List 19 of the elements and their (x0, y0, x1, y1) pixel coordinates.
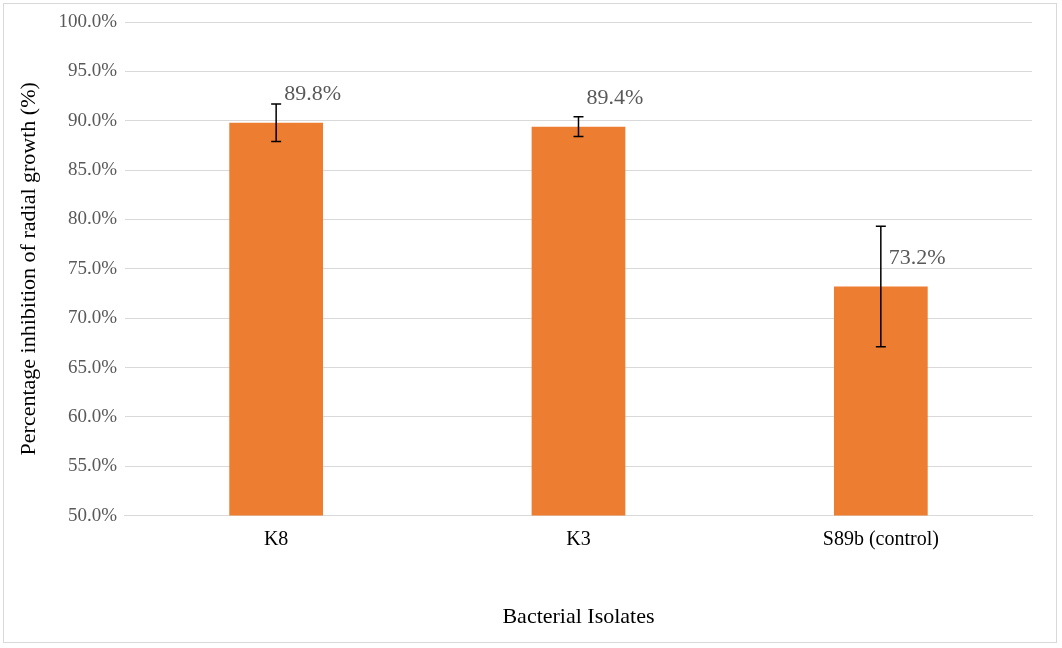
x-axis-title: Bacterial Isolates (502, 602, 655, 628)
y-tick-label: 65.0% (67, 355, 118, 377)
x-tick-label: K8 (263, 526, 289, 549)
x-tick-label: S89b (control) (822, 526, 939, 550)
data-label: 73.2% (888, 244, 946, 270)
y-tick-label: 70.0% (67, 306, 118, 328)
y-tick-label: 55.0% (67, 454, 118, 476)
x-tick-label: K3 (566, 526, 591, 549)
y-tick-label: 50.0% (67, 503, 118, 525)
y-tick-label: 90.0% (67, 108, 118, 130)
y-axis-title: Percentage inhibition of radial growth (%) (14, 82, 40, 456)
y-tick-label: 85.0% (67, 158, 118, 180)
y-tick-label: 95.0% (67, 59, 118, 81)
y-tick-label: 100.0% (58, 9, 118, 31)
data-label: 89.8% (284, 80, 341, 106)
data-label: 89.4% (586, 84, 644, 110)
y-tick-label: 60.0% (67, 404, 118, 426)
y-tick-label: 75.0% (67, 256, 118, 278)
y-tick-label: 80.0% (67, 207, 118, 229)
